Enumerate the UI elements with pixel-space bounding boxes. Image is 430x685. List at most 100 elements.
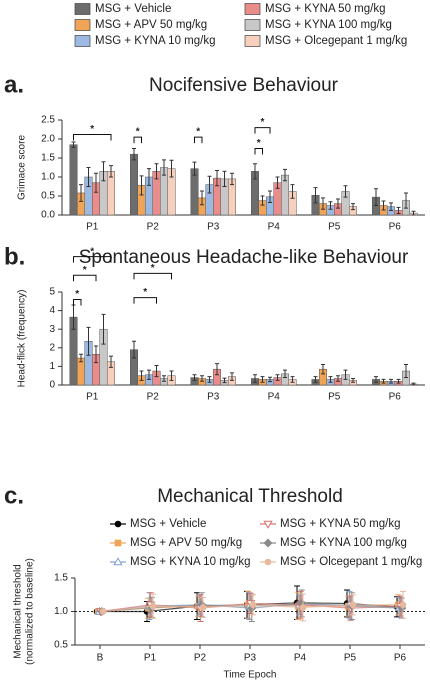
x-tick-label: P5	[344, 653, 357, 664]
legend-label: MSG + KYNA 50 mg/kg	[280, 518, 400, 530]
error-bar	[169, 370, 174, 381]
error-bar	[389, 202, 393, 211]
legend-label: MSG + KYNA 10 mg/kg	[130, 556, 250, 568]
error-bar	[192, 161, 197, 176]
legend-label: MSG + APV 50 mg/kg	[95, 19, 207, 31]
y-tick-label: 2.5	[41, 115, 55, 126]
error-bar	[336, 375, 340, 382]
x-tick-label: P1	[86, 392, 99, 403]
x-tick-label: P6	[389, 392, 402, 403]
y-axis-title: Head-flick (frequency)	[17, 290, 28, 388]
error-bar	[396, 206, 401, 214]
error-bar	[101, 313, 106, 345]
x-tick-label: P3	[244, 653, 257, 664]
error-bar	[351, 377, 355, 383]
error-bar	[253, 374, 257, 383]
significance-bracket	[73, 256, 112, 263]
error-bar	[101, 161, 106, 182]
significance-label: *	[136, 127, 140, 138]
significance-label: *	[90, 124, 94, 135]
error-bar	[313, 187, 318, 204]
y-tick-label: 4	[49, 305, 55, 316]
x-tick-label: P3	[207, 222, 220, 233]
y-tick-label: 1.0	[54, 606, 68, 617]
error-bar	[94, 172, 98, 193]
significance-bracket	[254, 148, 263, 155]
legend-swatch	[74, 19, 91, 31]
error-bar	[411, 382, 416, 386]
error-bar	[162, 375, 166, 382]
x-tick-label: P5	[328, 392, 341, 403]
error-bar	[86, 167, 91, 187]
y-tick-label: 0	[49, 380, 55, 391]
legend-label: MSG + Olcegepant 1 mg/kg	[280, 556, 422, 568]
panel-label: a.	[4, 71, 24, 98]
error-bar	[343, 185, 348, 198]
x-tick-label: P2	[147, 222, 160, 233]
panel-label: c.	[4, 482, 24, 509]
marker	[263, 538, 273, 548]
error-bar	[253, 163, 257, 180]
legend-swatch	[244, 35, 261, 47]
error-bar	[321, 364, 325, 375]
error-bar	[222, 377, 227, 384]
error-bar	[328, 201, 333, 210]
marker	[249, 601, 257, 609]
x-tick-label: P6	[389, 222, 402, 233]
y-tick-label: 5	[49, 287, 55, 298]
y-tick-label: 1.5	[41, 153, 55, 164]
error-bar	[230, 172, 234, 186]
y-tick-label: 1	[49, 361, 55, 372]
significance-label: *	[196, 127, 200, 138]
legend-label: MSG + KYNA 100 mg/kg	[265, 19, 392, 31]
y-tick-label: 0.5	[54, 640, 68, 651]
marker	[199, 604, 207, 611]
legend-label: MSG + KYNA 10 mg/kg	[95, 35, 215, 47]
x-tick-label: P1	[144, 653, 157, 664]
marker	[149, 602, 157, 610]
legend-swatch	[244, 19, 261, 31]
x-tick-label: P5	[328, 222, 341, 233]
legend-swatch	[74, 35, 91, 47]
error-bar	[139, 370, 144, 381]
significance-bracket	[73, 133, 112, 141]
significance-bracket	[133, 297, 157, 304]
error-bar	[381, 200, 386, 211]
x-tick-label: P3	[207, 392, 220, 403]
error-bar	[139, 175, 144, 196]
legend-label: MSG + KYNA 50 mg/kg	[265, 3, 385, 15]
error-bar	[275, 176, 280, 189]
error-bar	[207, 376, 212, 383]
error-bar	[71, 141, 76, 148]
marker	[264, 558, 272, 566]
legend-label: MSG + KYNA 100 mg/kg	[280, 537, 407, 549]
error-bar	[215, 363, 219, 376]
error-bar	[147, 168, 151, 186]
y-tick-label: 1.5	[54, 573, 68, 584]
error-bar	[162, 159, 166, 176]
chart-title: Spontaneous Headache-like Behaviour	[79, 247, 409, 268]
marker	[113, 557, 123, 566]
significance-label: *	[75, 289, 79, 300]
error-bar	[336, 198, 340, 209]
error-bar	[215, 170, 219, 187]
significance-label: *	[143, 287, 147, 298]
error-bar	[132, 148, 136, 161]
chart-title: Nocifensive Behaviour	[149, 75, 339, 96]
error-bar	[290, 376, 295, 383]
error-bar	[268, 376, 272, 383]
error-bar	[79, 184, 83, 202]
error-bar	[411, 210, 416, 216]
significance-label: *	[151, 263, 155, 274]
error-bar	[290, 184, 295, 199]
error-bar	[381, 378, 386, 384]
y-axis-title: Grimace score	[17, 135, 28, 200]
significance-label: *	[90, 246, 94, 257]
chart-title: Mechanical Threshold	[157, 486, 343, 507]
error-bar	[192, 374, 197, 381]
marker	[349, 601, 357, 609]
legend-swatch	[244, 3, 261, 15]
bar	[130, 153, 138, 216]
error-bar	[321, 197, 325, 210]
significance-bracket	[133, 136, 142, 144]
